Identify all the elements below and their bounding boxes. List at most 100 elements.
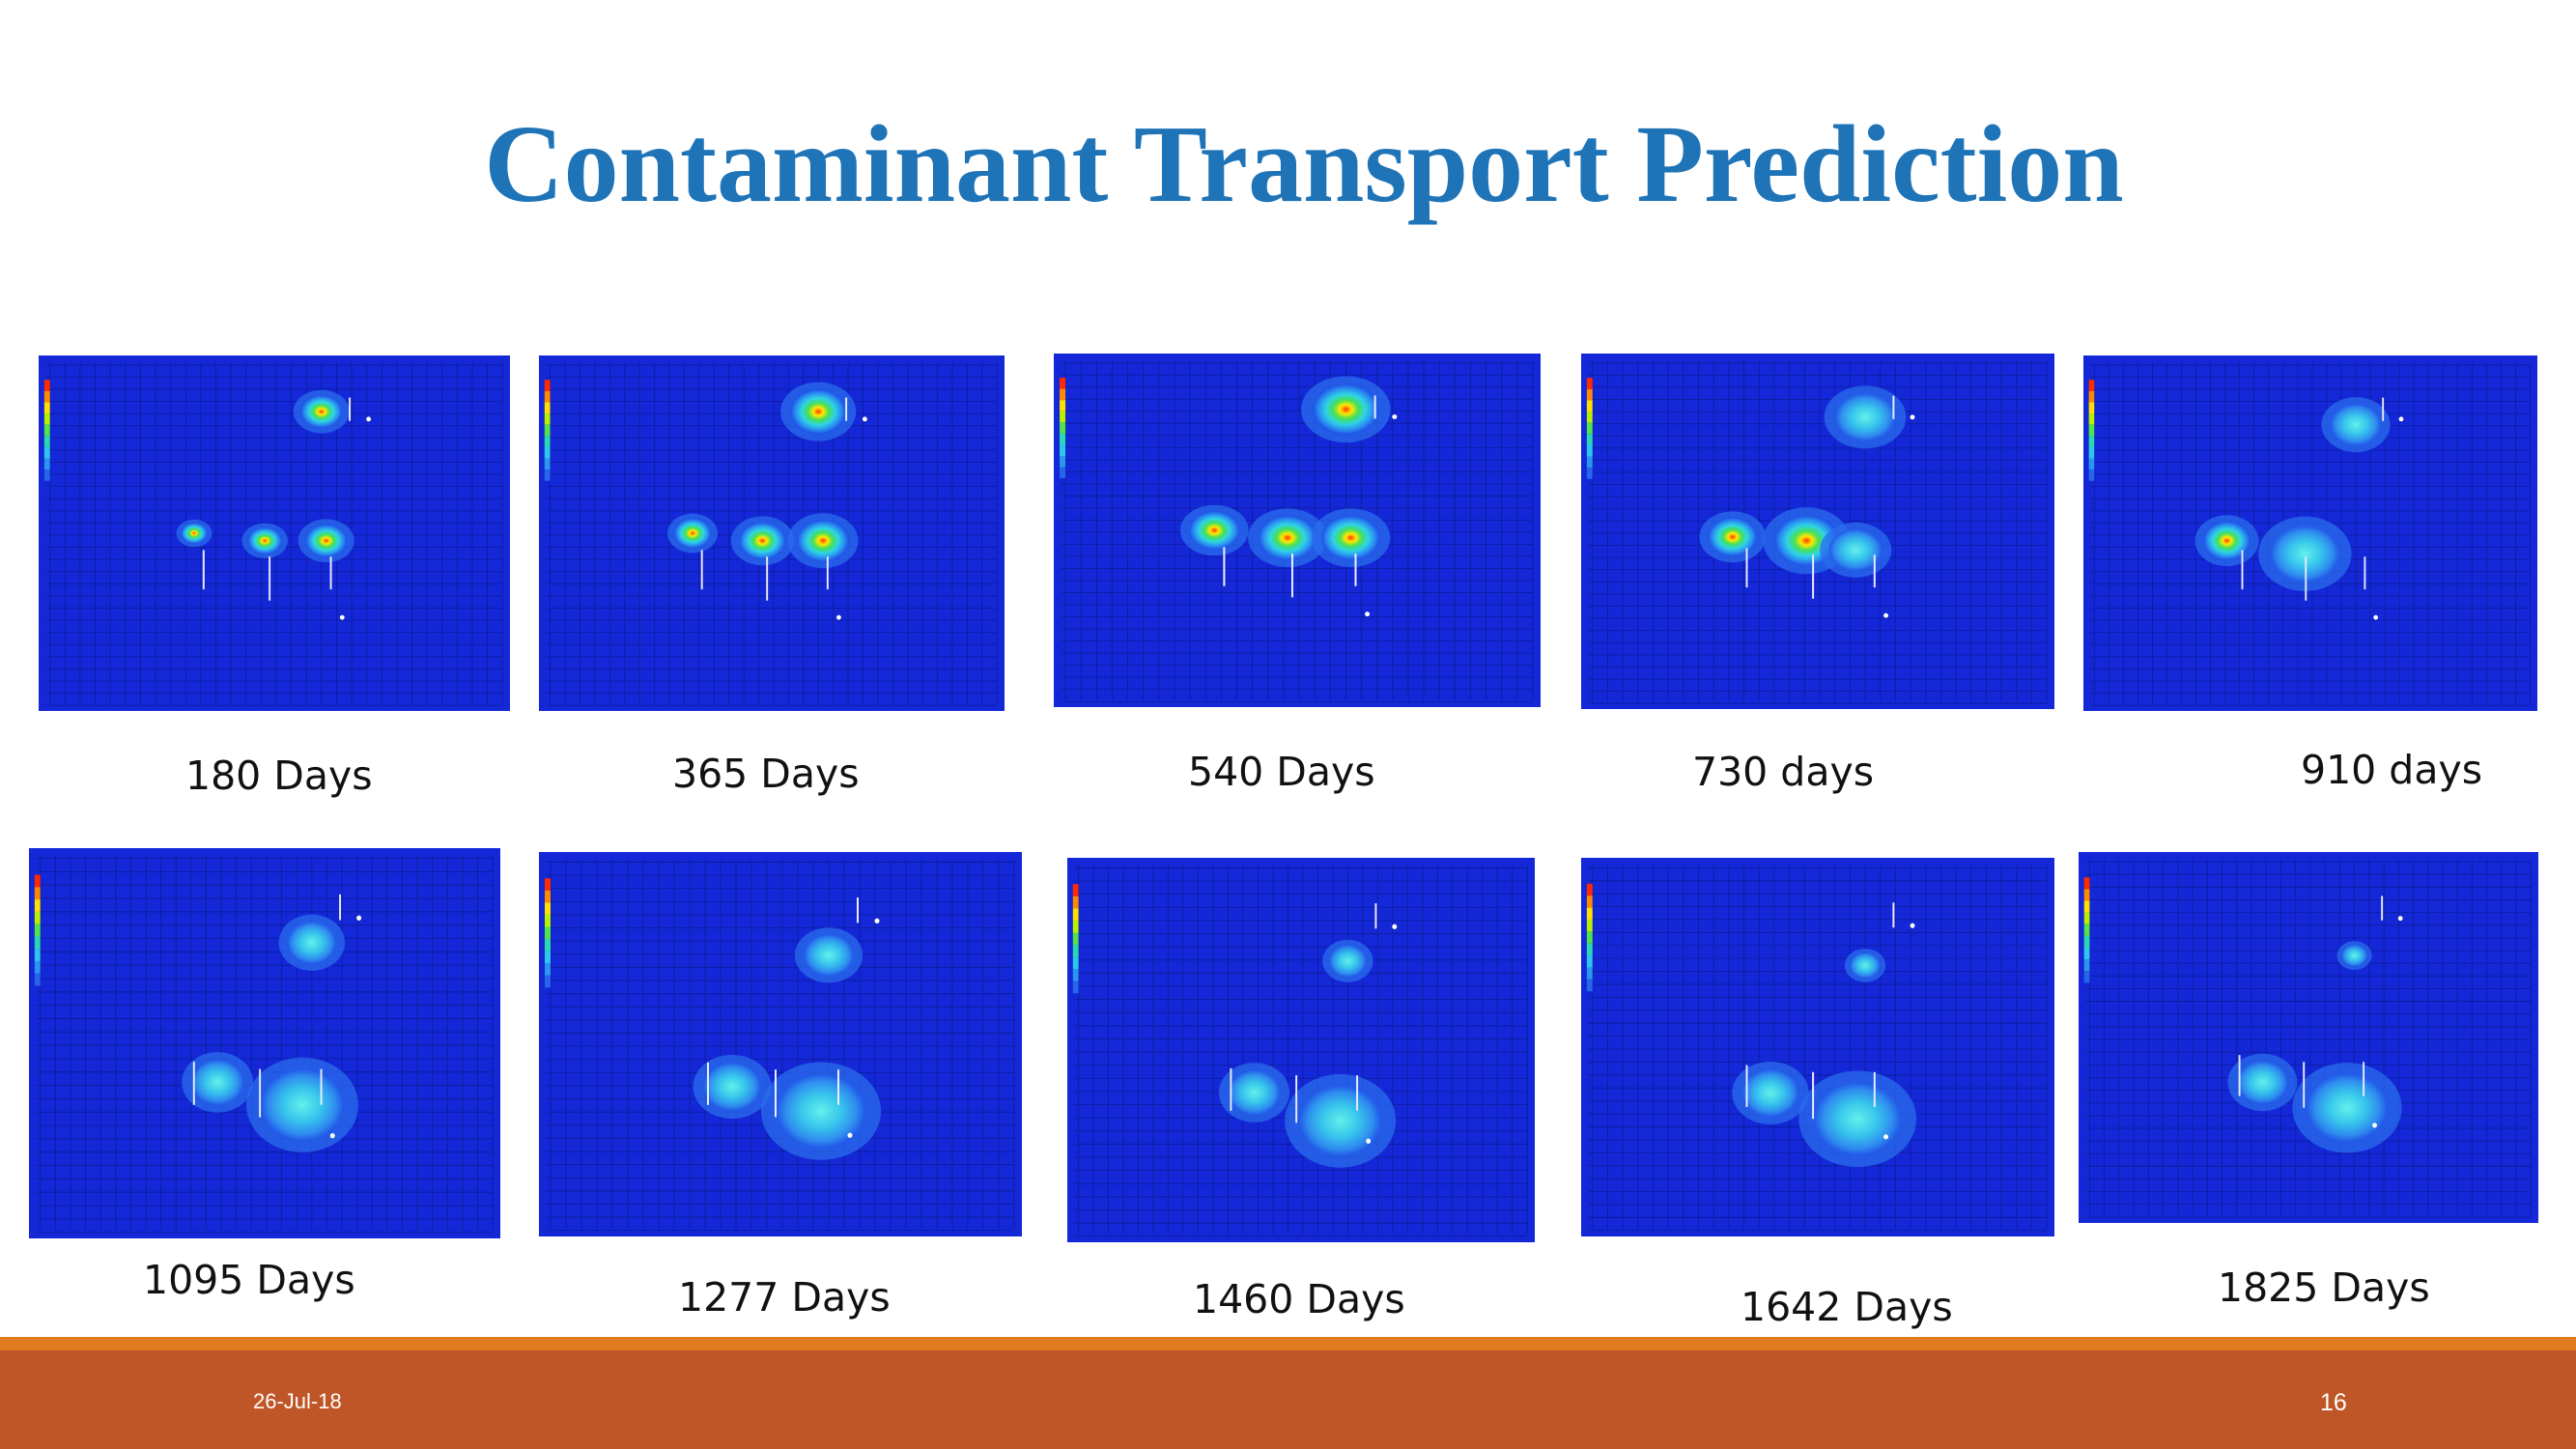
simulation-image-4 xyxy=(1581,354,2054,709)
contaminant-plume xyxy=(2203,521,2250,560)
model-grid xyxy=(547,860,1015,1232)
page-number: 16 xyxy=(2320,1389,2347,1416)
observation-point xyxy=(366,416,372,422)
contaminant-plume xyxy=(287,921,337,964)
observation-point xyxy=(874,918,880,923)
observation-point xyxy=(1365,611,1371,617)
panel-caption: 730 days xyxy=(1692,749,1875,795)
observation-point xyxy=(2398,416,2404,422)
model-grid xyxy=(36,856,494,1234)
plume-map xyxy=(539,852,1022,1236)
simulation-image-6 xyxy=(29,848,500,1238)
simulation-image-7 xyxy=(539,852,1022,1236)
concentration-legend xyxy=(1586,378,1593,479)
concentration-legend xyxy=(1072,884,1079,994)
panel-caption: 1642 Days xyxy=(1741,1284,1953,1330)
contaminant-plume xyxy=(777,1073,865,1149)
observation-point xyxy=(1392,414,1398,419)
model-domain xyxy=(2079,852,2538,1223)
slide-title: Contaminant Transport Prediction xyxy=(484,102,2124,225)
model-grid xyxy=(1062,360,1534,702)
concentration-legend xyxy=(544,380,551,481)
panel-caption: 1825 Days xyxy=(2218,1264,2430,1311)
concentration-legend xyxy=(34,874,41,986)
contaminant-plume xyxy=(1329,945,1367,978)
simulation-image-1 xyxy=(39,355,510,711)
contaminant-plume xyxy=(790,388,847,435)
observation-point xyxy=(1910,923,1915,928)
plume-map xyxy=(1054,354,1541,707)
footer-accent-bar xyxy=(0,1337,2576,1350)
panel-caption: 540 Days xyxy=(1188,749,1375,795)
contaminant-plume xyxy=(1228,1069,1281,1116)
plume-map xyxy=(2079,852,2538,1223)
model-domain xyxy=(539,852,1022,1236)
panel-caption: 1460 Days xyxy=(1193,1276,1405,1322)
model-grid xyxy=(1588,866,2048,1232)
plume-map xyxy=(39,355,510,711)
concentration-legend xyxy=(2088,380,2095,481)
observation-point xyxy=(356,915,362,921)
contaminant-plume xyxy=(1299,1085,1382,1157)
observation-point xyxy=(1910,414,1915,420)
contaminant-plume xyxy=(1814,1082,1902,1156)
simulation-image-10 xyxy=(2079,852,2538,1223)
contaminant-plume xyxy=(190,1059,244,1106)
contaminant-plume xyxy=(1834,393,1896,441)
observation-point xyxy=(2397,916,2403,922)
concentration-legend xyxy=(545,878,551,988)
plume-map xyxy=(1067,858,1535,1242)
simulation-image-2 xyxy=(539,355,1005,711)
simulation-image-8 xyxy=(1067,858,1535,1242)
contaminant-plume xyxy=(1741,1068,1799,1118)
model-grid xyxy=(1588,360,2048,704)
contaminant-plume xyxy=(739,522,786,560)
contaminant-plume xyxy=(2236,1060,2289,1105)
contaminant-plume xyxy=(261,1068,344,1142)
contaminant-plume xyxy=(703,1062,761,1112)
model-grid xyxy=(2085,860,2532,1218)
observation-point xyxy=(2373,614,2379,620)
panel-caption: 1095 Days xyxy=(143,1257,355,1303)
observation-point xyxy=(1883,612,1889,618)
contaminant-plume xyxy=(1828,528,1882,572)
contaminant-plume xyxy=(2341,944,2367,967)
observation-point xyxy=(329,1133,335,1139)
plume-map xyxy=(1581,354,2054,709)
contaminant-plume xyxy=(1313,384,1379,435)
contaminant-plume xyxy=(2270,525,2340,582)
concentration-legend xyxy=(43,380,50,481)
model-domain xyxy=(1581,858,2054,1236)
simulation-image-9 xyxy=(1581,858,2054,1236)
concentration-legend xyxy=(1060,378,1066,479)
footer-bar xyxy=(0,1350,2576,1449)
model-domain xyxy=(29,848,500,1238)
panel-caption: 1277 Days xyxy=(678,1274,891,1321)
footer-date: 26-Jul-18 xyxy=(253,1389,342,1413)
observation-point xyxy=(1366,1138,1372,1144)
observation-point xyxy=(2372,1122,2377,1128)
simulation-image-5 xyxy=(2083,355,2537,711)
contaminant-plume xyxy=(247,526,282,554)
plume-map xyxy=(2083,355,2537,711)
contaminant-plume xyxy=(1189,510,1240,551)
simulation-image-3 xyxy=(1054,354,1541,707)
contaminant-plume xyxy=(1850,952,1881,979)
contaminant-plume xyxy=(305,524,348,557)
contaminant-plume xyxy=(673,518,712,549)
contaminant-plume xyxy=(1708,517,1758,556)
plume-map xyxy=(539,355,1005,711)
contaminant-plume xyxy=(1321,515,1380,560)
plume-map xyxy=(1581,858,2054,1236)
observation-point xyxy=(339,614,345,620)
concentration-legend xyxy=(1586,883,1593,992)
panel-caption: 910 days xyxy=(2301,747,2483,793)
observation-point xyxy=(835,614,841,620)
contaminant-plume xyxy=(804,934,854,977)
contaminant-plume xyxy=(2330,403,2382,446)
observation-point xyxy=(1392,923,1398,929)
observation-point xyxy=(1883,1134,1889,1140)
panel-caption: 180 Days xyxy=(185,753,373,799)
contaminant-plume xyxy=(1258,515,1317,560)
